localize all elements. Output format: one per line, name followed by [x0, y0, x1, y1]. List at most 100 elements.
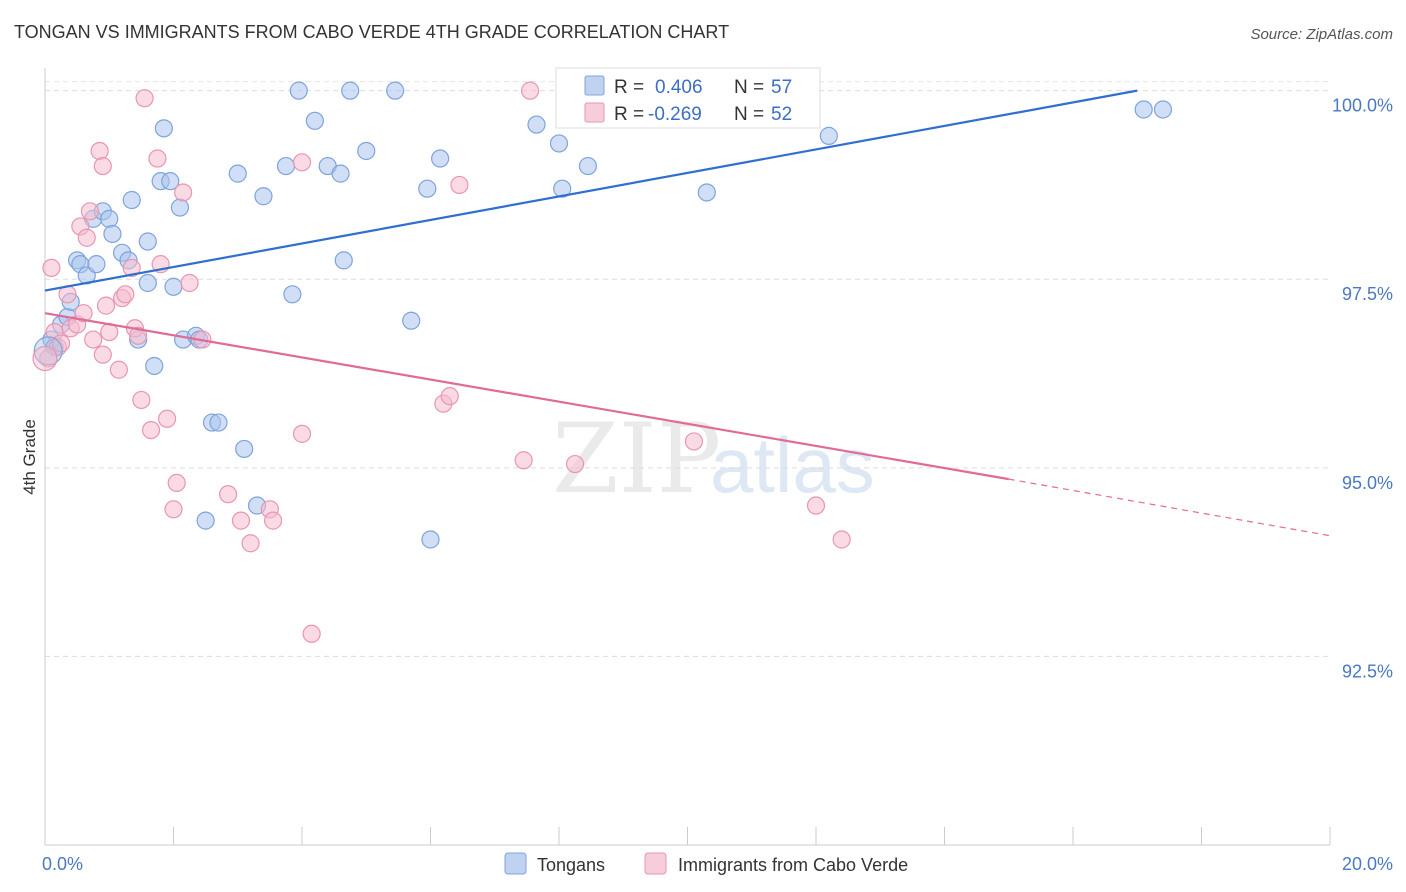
chart-title: TONGAN VS IMMIGRANTS FROM CABO VERDE 4TH…	[14, 22, 729, 42]
tongans-point	[431, 149, 450, 168]
cabo-verde-point	[148, 149, 167, 168]
cabo-verde-point	[157, 409, 177, 428]
tongans-point	[697, 183, 716, 202]
cabo-verde-point	[42, 258, 61, 278]
tongans-point	[1153, 100, 1173, 119]
tongans-point	[276, 156, 296, 176]
cabo-verde-point	[440, 387, 459, 406]
x-tick-label: 20.0%	[1342, 854, 1393, 874]
tongans-point	[578, 156, 598, 176]
cabo-verde-point	[77, 228, 96, 247]
tongans-point	[283, 285, 302, 304]
legend-r-value-tongans: 0.406	[655, 77, 703, 98]
tongans-point	[170, 198, 190, 217]
cabo-verde-trend-extension	[1008, 478, 1331, 537]
cabo-verde-point	[174, 183, 193, 202]
cabo-verde-trend-line	[44, 312, 1009, 481]
cabo-verde-point	[141, 420, 161, 440]
series-legend-swatch-tongans[interactable]	[504, 852, 527, 875]
cabo-verde-point	[116, 285, 135, 304]
series-legend: Tongans Immigrants from Cabo Verde	[504, 852, 908, 875]
cabo-verde-point	[263, 511, 283, 530]
cabo-verde-point	[520, 81, 540, 100]
tongans-point	[402, 311, 421, 330]
cabo-verde-point	[80, 202, 100, 221]
tongans-point	[138, 273, 157, 293]
cabo-verde-point	[565, 454, 585, 474]
cabo-verde-point	[96, 296, 116, 315]
tongans-point	[819, 126, 838, 145]
cabo-verde-point	[93, 345, 112, 364]
tongans-point	[357, 141, 376, 161]
y-tick-label: 97.5%	[1342, 284, 1393, 304]
cabo-verde-point	[135, 89, 154, 108]
x-tick-label: 0.0%	[42, 854, 83, 874]
series-legend-label-tongans[interactable]: Tongans	[537, 855, 605, 875]
cabo-verde-point	[32, 345, 58, 372]
axes	[44, 68, 1331, 846]
y-tick-label: 100.0%	[1332, 96, 1393, 116]
y-axis-label: 4th Grade	[20, 419, 39, 495]
watermark-atlas: atlas	[710, 421, 875, 509]
cabo-verde-point	[684, 432, 704, 451]
cabo-verde-point	[450, 175, 469, 195]
legend-n-value-tongans: 57	[771, 77, 792, 98]
chart-source: Source: ZipAtlas.com	[1250, 26, 1393, 43]
y-tick-labels: 100.0% 97.5% 95.0% 92.5%	[1332, 96, 1393, 682]
tongans-point	[331, 164, 350, 183]
tongans-point	[100, 209, 119, 228]
cabo-verde-point	[241, 534, 260, 553]
series-legend-label-cabo-verde[interactable]: Immigrants from Cabo Verde	[678, 855, 908, 875]
tongans-trend-line	[44, 89, 1138, 292]
tongans-point	[421, 530, 440, 549]
legend-swatch-cabo-verde	[584, 102, 605, 123]
scatter-points	[32, 81, 1173, 643]
cabo-verde-point	[302, 624, 321, 643]
tongans-point	[1134, 100, 1153, 119]
tongans-point	[305, 111, 324, 130]
tongans-point	[228, 164, 247, 183]
cabo-verde-point	[164, 500, 183, 519]
tongans-point	[254, 187, 273, 206]
tongans-point	[138, 232, 157, 251]
tongans-point	[33, 336, 63, 366]
cabo-verde-point	[109, 360, 128, 379]
tongans-point	[553, 179, 572, 198]
legend-swatch-tongans	[584, 75, 605, 96]
legend-n-label-cabo-verde: N =	[734, 104, 764, 125]
series-legend-swatch-cabo-verde[interactable]	[644, 852, 667, 875]
tongans-point	[103, 224, 122, 244]
cabo-verde-point	[122, 258, 141, 278]
cabo-verde-point	[292, 424, 312, 443]
tongans-point	[87, 255, 106, 274]
stats-legend: R = 0.406 N = 57 R = -0.269 N = 52	[555, 67, 821, 129]
legend-n-label-tongans: N =	[734, 77, 764, 98]
cabo-verde-point	[806, 496, 826, 515]
tongans-point	[209, 413, 228, 432]
cabo-verde-point	[231, 511, 251, 530]
cabo-verde-point	[167, 473, 186, 493]
legend-r-label-cabo-verde: R =	[614, 104, 644, 125]
watermark: ZIP atlas	[552, 403, 875, 515]
cabo-verde-point	[74, 304, 93, 323]
trend-lines	[44, 89, 1331, 537]
cabo-verde-point	[90, 141, 109, 161]
tongans-point	[235, 439, 254, 459]
tongans-point	[334, 251, 353, 270]
tongans-point	[164, 277, 183, 296]
legend-r-label-tongans: R =	[614, 77, 644, 98]
tongans-point	[122, 190, 141, 210]
cabo-verde-point	[180, 273, 199, 293]
tongans-point	[289, 81, 308, 100]
tongans-point	[145, 356, 164, 376]
tongans-point	[418, 179, 437, 198]
cabo-verde-point	[132, 390, 151, 410]
cabo-verde-point	[129, 326, 148, 345]
cabo-verde-point	[514, 451, 533, 470]
x-tick-labels: 0.0% 20.0%	[42, 854, 1393, 874]
cabo-verde-point	[219, 485, 238, 504]
tongans-point	[341, 81, 360, 100]
cabo-verde-point	[292, 153, 312, 172]
